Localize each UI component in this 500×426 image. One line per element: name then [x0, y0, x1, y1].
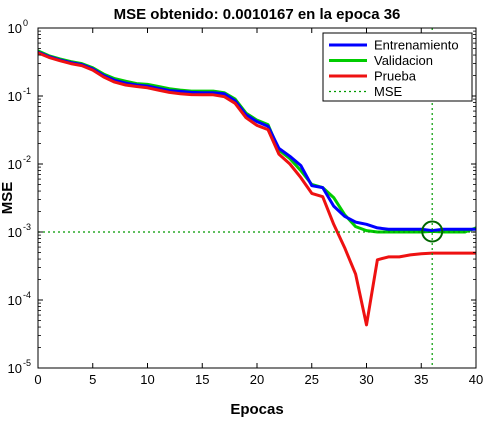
y-tick-label: 10 — [8, 157, 22, 172]
y-tick-label: 10 — [8, 21, 22, 36]
x-tick-label: 20 — [250, 372, 264, 387]
y-tick-exponent: 0 — [23, 18, 28, 28]
x-tick-label: 5 — [89, 372, 96, 387]
x-tick-label: 30 — [359, 372, 373, 387]
series-line-entrenamiento — [37, 50, 476, 233]
y-tick-label: 10 — [8, 225, 22, 240]
x-tick-label: 35 — [414, 372, 428, 387]
x-tick-label: 10 — [140, 372, 154, 387]
y-tick-exponent: -2 — [23, 154, 31, 164]
series-lines — [37, 49, 477, 327]
y-tick-exponent: -5 — [23, 358, 31, 368]
y-tick-label: 10 — [8, 293, 22, 308]
y-axis-label: MSE — [0, 182, 16, 215]
legend-label-validacion: Validacion — [374, 53, 433, 68]
x-axis-label: Epocas — [230, 401, 283, 418]
x-tick-label: 15 — [195, 372, 209, 387]
legend-label-prueba: Prueba — [374, 69, 417, 84]
best-epoch-marker — [421, 220, 444, 243]
y-tick-exponent: -1 — [23, 86, 31, 96]
series-line-prueba — [37, 51, 476, 327]
legend-label-mse: MSE — [374, 84, 403, 99]
y-tick-label: 10 — [8, 361, 22, 376]
x-tick-label: 25 — [305, 372, 319, 387]
y-tick-exponent: -3 — [23, 222, 31, 232]
y-tick-label: 10 — [8, 89, 22, 104]
x-tick-labels: 0 5 10 15 20 25 30 35 40 — [34, 372, 483, 387]
chart-title: MSE obtenido: 0.0010167 en la epoca 36 — [114, 6, 401, 23]
legend-label-entrenamiento: Entrenamiento — [374, 38, 459, 53]
y-tick-exponent: -4 — [23, 290, 31, 300]
x-tick-label: 0 — [34, 372, 41, 387]
axes — [37, 27, 477, 369]
x-tick-label: 40 — [469, 372, 483, 387]
